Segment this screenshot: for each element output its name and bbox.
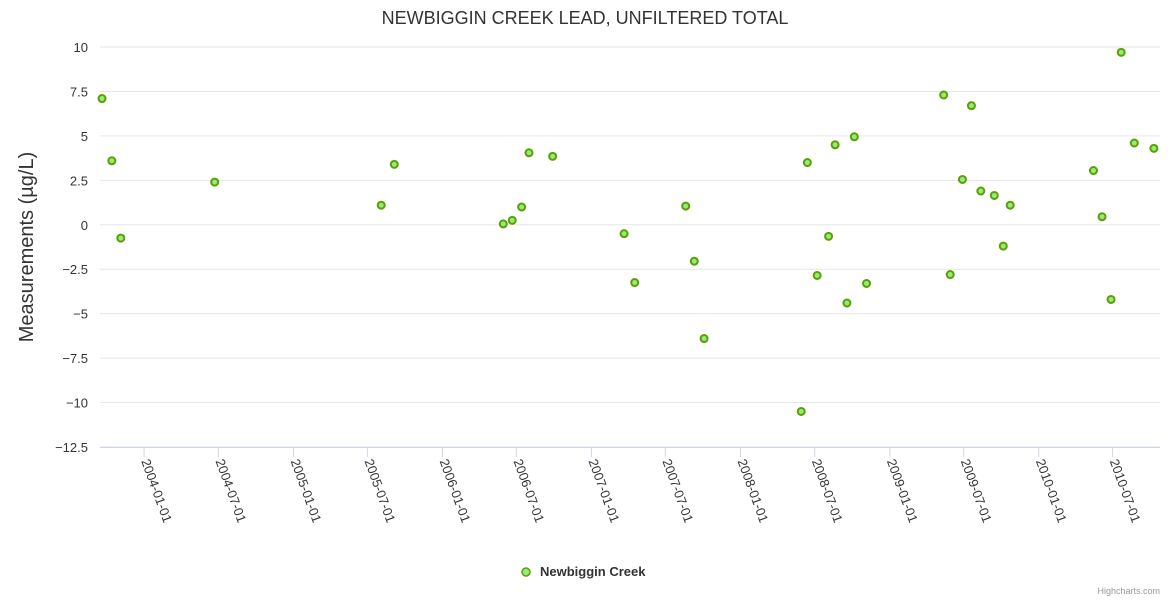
- data-point[interactable]: [689, 256, 699, 266]
- data-point[interactable]: [862, 278, 872, 288]
- data-point[interactable]: [389, 159, 399, 169]
- data-point[interactable]: [830, 140, 840, 150]
- y-tick-label: −12.5: [55, 440, 88, 455]
- chart-title: NEWBIGGIN CREEK LEAD, UNFILTERED TOTAL: [382, 8, 789, 28]
- data-point[interactable]: [939, 90, 949, 100]
- data-points: [97, 47, 1159, 416]
- credits-link[interactable]: Highcharts.com: [1097, 586, 1160, 596]
- y-axis-ticks: 10 7.5 5 2.5 0 −2.5 −5 −7.5 −10 −12.5: [55, 40, 88, 455]
- data-point[interactable]: [507, 215, 517, 225]
- data-point[interactable]: [630, 278, 640, 288]
- data-point[interactable]: [957, 174, 967, 184]
- data-point[interactable]: [548, 151, 558, 161]
- y-tick-label: 10: [74, 40, 88, 55]
- x-tick-label: 2005-07-01: [362, 457, 399, 525]
- x-axis-ticks: 2004-01-01 2004-07-01 2005-01-01 2005-07-01…: [138, 447, 1144, 525]
- x-tick-label: 2007-07-01: [659, 457, 696, 525]
- data-point[interactable]: [824, 231, 834, 241]
- x-tick-label: 2007-01-01: [586, 457, 623, 525]
- data-point[interactable]: [1005, 200, 1015, 210]
- y-tick-label: −7.5: [62, 351, 88, 366]
- data-point[interactable]: [1088, 166, 1098, 176]
- x-tick-label: 2006-01-01: [437, 457, 474, 525]
- data-point[interactable]: [699, 334, 709, 344]
- data-point[interactable]: [842, 298, 852, 308]
- data-point[interactable]: [849, 132, 859, 142]
- data-point[interactable]: [998, 241, 1008, 251]
- data-point[interactable]: [796, 406, 806, 416]
- data-point[interactable]: [1149, 143, 1159, 153]
- data-point[interactable]: [619, 229, 629, 239]
- data-point[interactable]: [210, 177, 220, 187]
- data-point[interactable]: [812, 270, 822, 280]
- data-point[interactable]: [989, 190, 999, 200]
- data-point[interactable]: [802, 158, 812, 168]
- legend-label[interactable]: Newbiggin Creek: [540, 564, 646, 579]
- data-point[interactable]: [1129, 138, 1139, 148]
- data-point[interactable]: [681, 201, 691, 211]
- data-point[interactable]: [107, 156, 117, 166]
- x-tick-label: 2004-01-01: [138, 457, 175, 525]
- data-point[interactable]: [966, 101, 976, 111]
- x-tick-label: 2010-07-01: [1107, 457, 1144, 525]
- data-point[interactable]: [976, 186, 986, 196]
- y-tick-label: 7.5: [70, 84, 88, 99]
- y-tick-label: 2.5: [70, 173, 88, 188]
- data-point[interactable]: [1116, 47, 1126, 57]
- x-tick-label: 2009-07-01: [958, 457, 995, 525]
- y-tick-label: −2.5: [62, 262, 88, 277]
- x-tick-label: 2008-01-01: [735, 457, 772, 525]
- y-tick-label: −5: [73, 307, 88, 322]
- data-point[interactable]: [97, 94, 107, 104]
- data-point[interactable]: [524, 148, 534, 158]
- legend[interactable]: Newbiggin Creek: [521, 564, 646, 579]
- x-tick-label: 2009-01-01: [884, 457, 921, 525]
- legend-marker: [521, 567, 531, 577]
- x-tick-label: 2004-07-01: [213, 457, 250, 525]
- data-point[interactable]: [376, 200, 386, 210]
- y-tick-label: −10: [66, 396, 88, 411]
- y-tick-label: 5: [81, 129, 88, 144]
- data-point[interactable]: [498, 219, 508, 229]
- data-point[interactable]: [517, 202, 527, 212]
- x-tick-label: 2006-07-01: [511, 457, 548, 525]
- grid-lines: [100, 46, 1160, 448]
- data-point[interactable]: [945, 270, 955, 280]
- data-point[interactable]: [116, 233, 126, 243]
- x-tick-label: 2005-01-01: [288, 457, 325, 525]
- x-tick-label: 2008-07-01: [809, 457, 846, 525]
- y-tick-label: 0: [81, 218, 88, 233]
- data-point[interactable]: [1097, 212, 1107, 222]
- x-tick-label: 2010-01-01: [1033, 457, 1070, 525]
- data-point[interactable]: [1106, 294, 1116, 304]
- y-axis-label: Measurements (µg/L): [16, 152, 38, 342]
